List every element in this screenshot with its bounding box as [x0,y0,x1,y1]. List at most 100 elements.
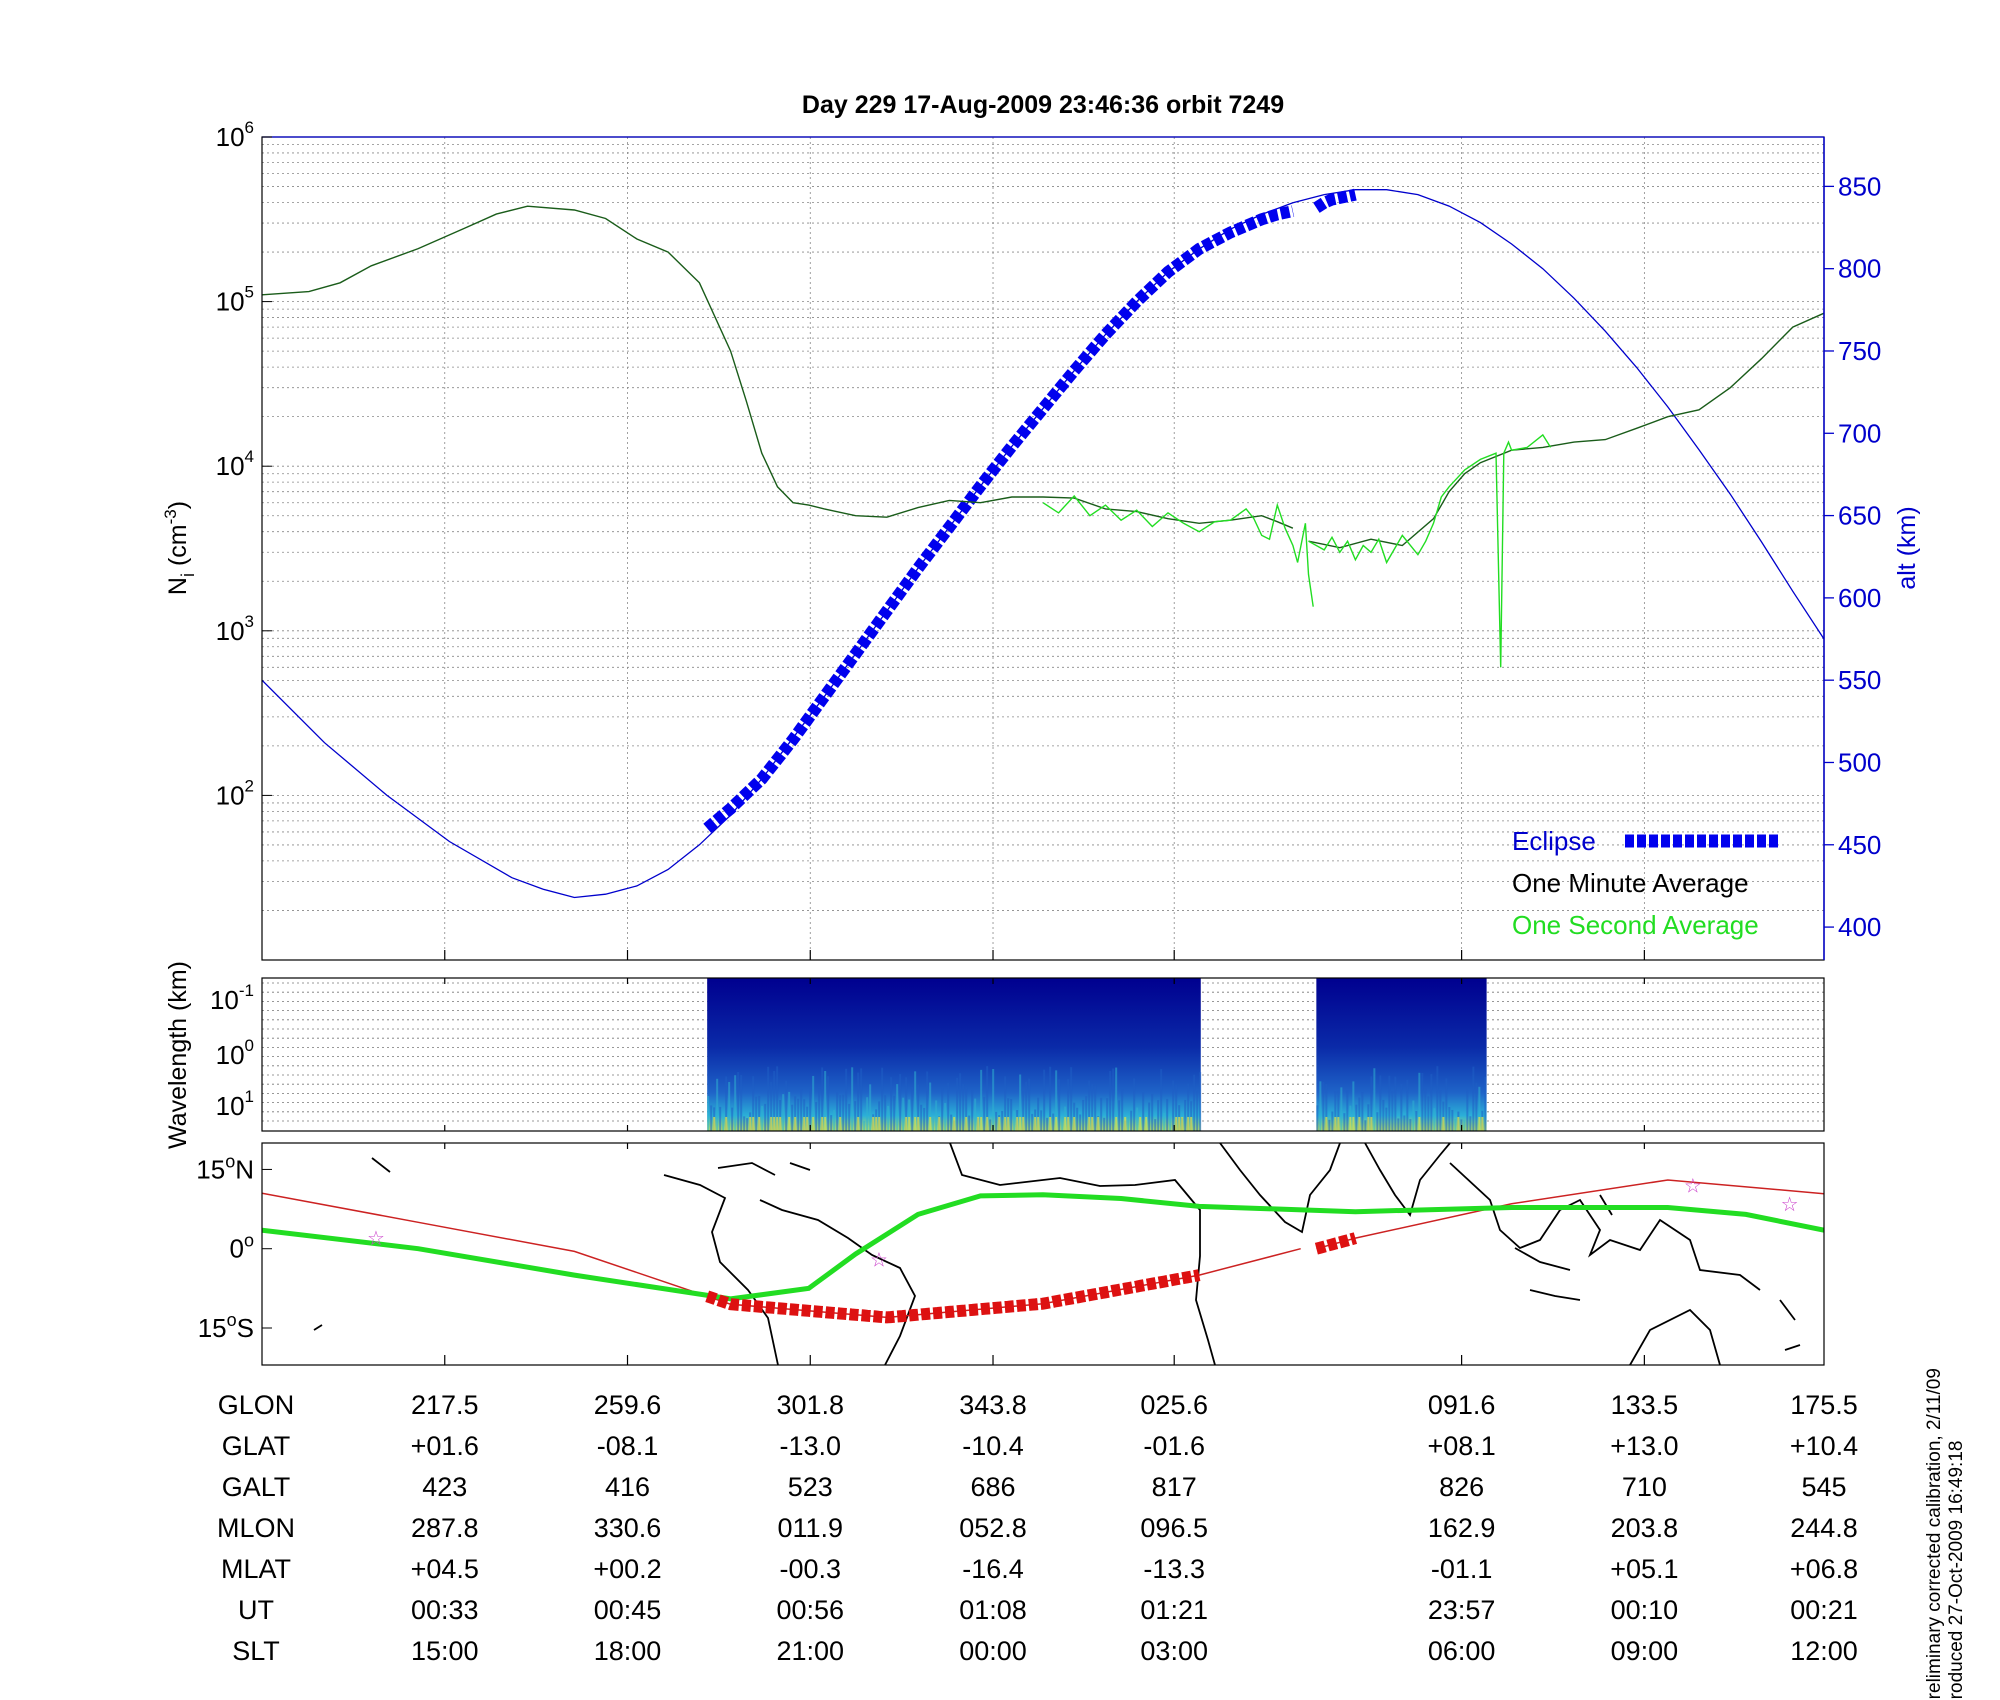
spectrogram-column [794,1117,797,1131]
spectrogram-column [800,1089,803,1131]
table-cell: 287.8 [411,1513,479,1543]
coastline-south-america [663,1174,779,1365]
wavelength-y-label: Wavelength (km) [164,961,192,1149]
spectrogram-column [824,1117,827,1131]
spectrogram-column [1355,1104,1358,1131]
spectrogram-column [1082,1099,1085,1131]
spectrogram-column [1421,1072,1424,1131]
table-cell: 217.5 [411,1390,479,1420]
spectrogram-column [1160,1069,1163,1131]
spectrogram-column [1166,1098,1169,1131]
altitude-tick-label: 550 [1838,665,1881,695]
spectrogram-column [914,1117,917,1131]
spectrogram-column [1475,1082,1478,1131]
spectrogram-column [1427,1096,1430,1131]
spectrogram-column [1400,1084,1403,1131]
spectrogram-column [1472,1066,1475,1131]
spectrogram-column [1151,1093,1154,1131]
y-tick-label: 105 [216,283,254,317]
one-minute-series [1308,312,1824,549]
spectrogram-column [908,1117,911,1131]
spectrogram-column [1190,1117,1193,1131]
spectrogram-column [716,1078,719,1131]
spectrogram-column [1115,1067,1118,1131]
spectrogram-column [1043,1069,1046,1131]
table-cell: 091.6 [1428,1390,1496,1420]
spectrogram-column [791,1104,794,1131]
spectrogram-column [854,1101,857,1131]
spectrogram-column [1466,1089,1469,1131]
spectrogram-column [1145,1117,1148,1131]
spectrogram-column [1334,1091,1337,1131]
spectrogram-column [1391,1091,1394,1131]
spectrogram-column [797,1098,800,1131]
table-row-label: GALT [222,1472,291,1502]
spectrogram-column [986,1066,989,1131]
one-second-series [1042,494,1314,607]
table-cell: 21:00 [776,1636,844,1666]
spectrogram-column [1175,1117,1178,1131]
table-cell: 00:00 [959,1636,1027,1666]
altitude-tick-label: 450 [1838,830,1881,860]
spectrogram-column [794,1096,797,1131]
table-cell: 423 [422,1472,467,1502]
spectrogram-column [1088,1117,1091,1131]
table-cell: 011.9 [777,1513,843,1543]
spectrogram-column [1070,1067,1073,1131]
spectrogram-column [818,1088,821,1131]
eclipse-markers [703,188,1357,833]
spectrogram-column [905,1077,908,1131]
spectrogram-column [1004,1117,1007,1131]
spectrogram-column [782,1094,785,1131]
spectrogram-data [707,978,1487,1131]
spectrogram-column [1196,1090,1199,1131]
table-row-label: UT [238,1595,274,1625]
y-tick-label: 106 [216,118,254,152]
spectrogram-column [1010,1099,1013,1131]
spectrogram-column [908,1099,911,1131]
spectrogram-column [872,1117,875,1131]
spectrogram-column [773,1070,776,1131]
table-cell: 416 [605,1472,650,1502]
spectrogram-column [1370,1117,1373,1131]
spectrogram-column [1091,1084,1094,1131]
spectrogram-column [788,1117,791,1131]
spectrogram-column [1019,1074,1022,1131]
table-cell: 096.5 [1140,1513,1208,1543]
spectrogram-column [785,1080,788,1131]
table-cell: 052.8 [959,1513,1027,1543]
spectrogram-column [749,1117,752,1131]
spectrogram-column [1331,1111,1334,1131]
spectrogram-column [959,1073,962,1131]
legend-eclipse-label: Eclipse [1512,826,1596,856]
wavelength-ticks: 10-1 100 101 [210,981,254,1121]
spectrogram-column [1430,1073,1433,1131]
eclipse-segment [1313,188,1357,213]
spectrogram-column [980,1069,983,1131]
spectrogram-column [929,1082,932,1131]
spectrogram-column [947,1082,950,1131]
spectrogram-column [842,1094,845,1131]
spectrogram-column [1367,1117,1370,1131]
spectrogram-column [779,1117,782,1131]
spectrogram-column [1067,1117,1070,1131]
spectrogram-column [911,1086,914,1131]
density-series [262,205,1824,668]
spectrogram-column [965,1087,968,1131]
spectrogram-column [950,1114,953,1131]
spectrogram-column [1325,1083,1328,1131]
spectrogram-column [740,1075,743,1131]
spectrogram-column [1358,1117,1361,1131]
table-cell: -01.6 [1143,1431,1205,1461]
coastline-caribbean [717,1162,916,1365]
altitude-y-label: alt (km) [1893,506,1921,589]
spectrogram-column [857,1072,860,1131]
table-cell: 259.6 [594,1390,662,1420]
spectrogram-column [755,1096,758,1131]
footer-produced: Produced 27-Oct-2009 16:49:18 [1946,1441,1967,1700]
spectrogram-column [1442,1101,1445,1131]
spectrogram-column [851,1067,854,1131]
spectrogram-column [1112,1068,1115,1131]
spectrogram-column [1169,1114,1172,1131]
altitude-line [262,189,1824,899]
